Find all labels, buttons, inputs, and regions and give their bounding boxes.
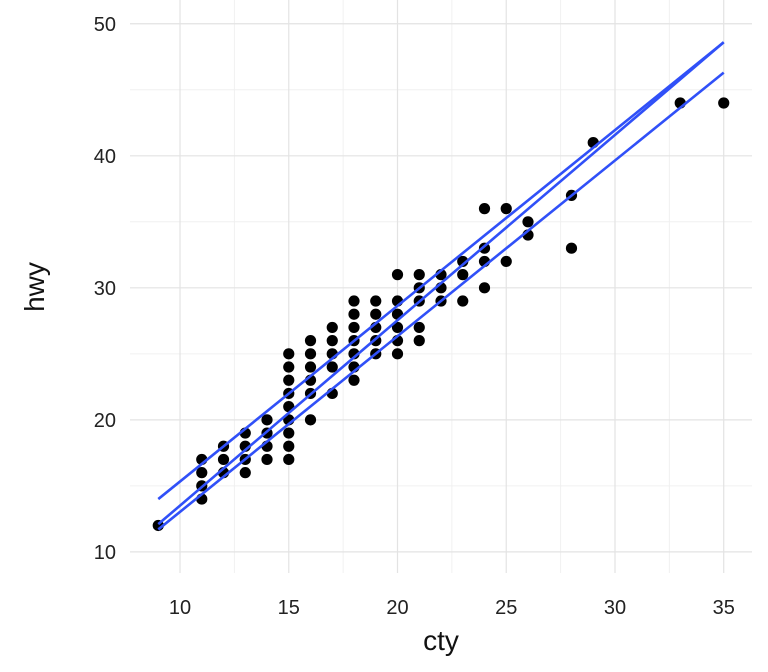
data-point	[348, 308, 360, 320]
x-tick-label: 20	[386, 597, 408, 619]
data-point	[457, 295, 469, 307]
x-tick-label: 30	[604, 597, 626, 619]
data-point	[413, 269, 425, 281]
data-point	[500, 255, 512, 268]
data-point	[391, 321, 404, 334]
data-point	[283, 361, 295, 373]
data-point	[370, 295, 382, 307]
data-point	[217, 453, 230, 466]
fit-line	[157, 41, 725, 526]
data-point	[304, 361, 317, 373]
data-point	[413, 335, 425, 347]
data-point	[522, 216, 534, 228]
data-point	[304, 348, 317, 360]
data-point	[391, 348, 404, 360]
x-tick-label: 25	[495, 597, 517, 619]
y-axis-title: hwy	[19, 262, 50, 312]
x-tick-label: 15	[278, 597, 300, 619]
data-point	[565, 242, 578, 254]
data-point	[283, 348, 295, 360]
data-point	[348, 295, 360, 307]
data-point	[326, 361, 338, 373]
y-tick-label: 10	[94, 542, 116, 564]
fit-line	[157, 71, 725, 531]
data-point	[370, 308, 382, 320]
data-point	[457, 255, 469, 268]
data-point	[283, 374, 295, 386]
data-point	[457, 269, 469, 281]
data-point	[478, 203, 491, 215]
data-point	[261, 453, 273, 466]
y-tick-labels: 10 20 30 40 50	[94, 14, 116, 564]
fit-line	[157, 41, 725, 501]
y-tick-label: 20	[94, 410, 116, 432]
data-point	[478, 282, 491, 294]
data-point	[304, 414, 317, 426]
data-point	[391, 269, 404, 281]
data-point	[326, 335, 338, 347]
data-point	[283, 440, 295, 452]
data-point	[239, 467, 251, 479]
y-tick-label: 50	[94, 14, 116, 36]
data-point	[261, 414, 273, 426]
data-point	[348, 374, 360, 386]
minor-gridlines	[130, 0, 752, 573]
x-tick-label: 10	[169, 597, 191, 619]
y-tick-label: 40	[94, 146, 116, 168]
fit-lines	[157, 41, 725, 531]
x-tick-labels: 10 15 20 25 30 35	[169, 597, 735, 619]
x-axis-title: cty	[423, 625, 459, 656]
data-point	[718, 97, 730, 109]
data-point	[304, 335, 317, 347]
data-point	[326, 321, 338, 334]
data-point	[500, 203, 512, 215]
x-tick-label: 35	[713, 597, 735, 619]
data-point	[348, 321, 360, 334]
data-point	[283, 453, 295, 466]
data-points	[152, 97, 730, 532]
data-point	[283, 427, 295, 439]
data-point	[413, 321, 425, 334]
y-tick-label: 30	[94, 278, 116, 300]
data-point	[196, 467, 208, 479]
